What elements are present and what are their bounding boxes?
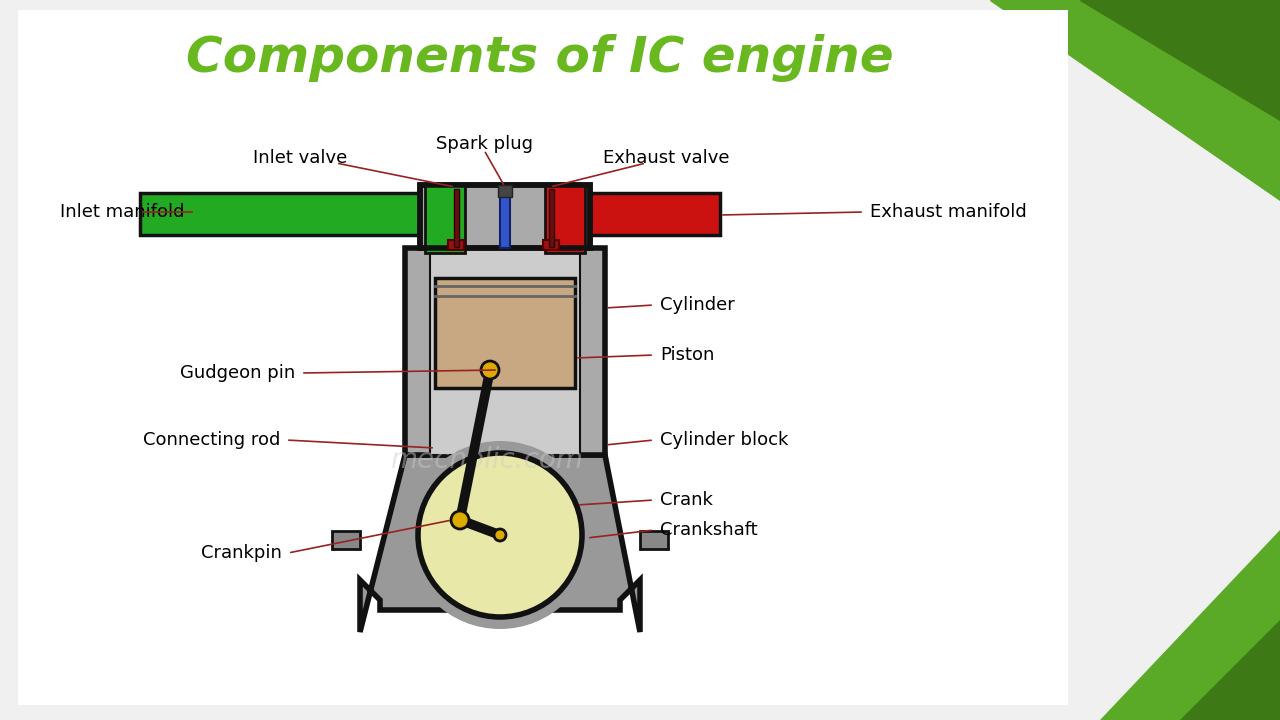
Text: Spark plug: Spark plug — [435, 135, 532, 153]
Text: mecholic.com: mecholic.com — [390, 446, 582, 474]
Text: Cylinder block: Cylinder block — [660, 431, 788, 449]
Bar — [640, 531, 668, 549]
Bar — [404, 248, 605, 455]
Text: Cylinder: Cylinder — [660, 296, 735, 314]
Text: Inlet manifold: Inlet manifold — [60, 203, 184, 221]
Text: Crank: Crank — [660, 491, 713, 509]
Bar — [420, 185, 590, 248]
Circle shape — [419, 453, 582, 617]
Text: Components of IC engine: Components of IC engine — [186, 34, 893, 82]
Text: Inlet valve: Inlet valve — [253, 149, 347, 167]
Bar — [549, 189, 554, 247]
Text: Crankpin: Crankpin — [201, 544, 282, 562]
Text: Exhaust manifold: Exhaust manifold — [870, 203, 1027, 221]
Polygon shape — [1100, 530, 1280, 720]
Circle shape — [451, 511, 468, 529]
Bar — [430, 248, 580, 455]
Polygon shape — [989, 0, 1280, 200]
Bar — [580, 193, 719, 235]
Bar — [454, 193, 465, 235]
Bar — [448, 240, 465, 250]
Bar — [140, 193, 454, 235]
Polygon shape — [1180, 620, 1280, 720]
Polygon shape — [1080, 0, 1280, 120]
Circle shape — [481, 361, 499, 379]
Text: Gudgeon pin: Gudgeon pin — [179, 364, 294, 382]
Circle shape — [494, 529, 506, 541]
Bar — [545, 193, 585, 235]
Bar — [454, 189, 460, 247]
Bar — [332, 531, 360, 549]
Bar — [498, 185, 512, 197]
Bar — [435, 278, 575, 388]
Bar — [543, 240, 559, 250]
Bar — [545, 185, 585, 253]
Bar — [420, 185, 590, 248]
Text: Piston: Piston — [660, 346, 714, 364]
Polygon shape — [360, 455, 640, 632]
Circle shape — [406, 441, 594, 629]
Text: Exhaust valve: Exhaust valve — [603, 149, 730, 167]
Text: Connecting rod: Connecting rod — [142, 431, 280, 449]
Text: Crankshaft: Crankshaft — [660, 521, 758, 539]
FancyBboxPatch shape — [18, 10, 1068, 705]
Bar — [500, 187, 509, 248]
Bar — [425, 185, 465, 253]
